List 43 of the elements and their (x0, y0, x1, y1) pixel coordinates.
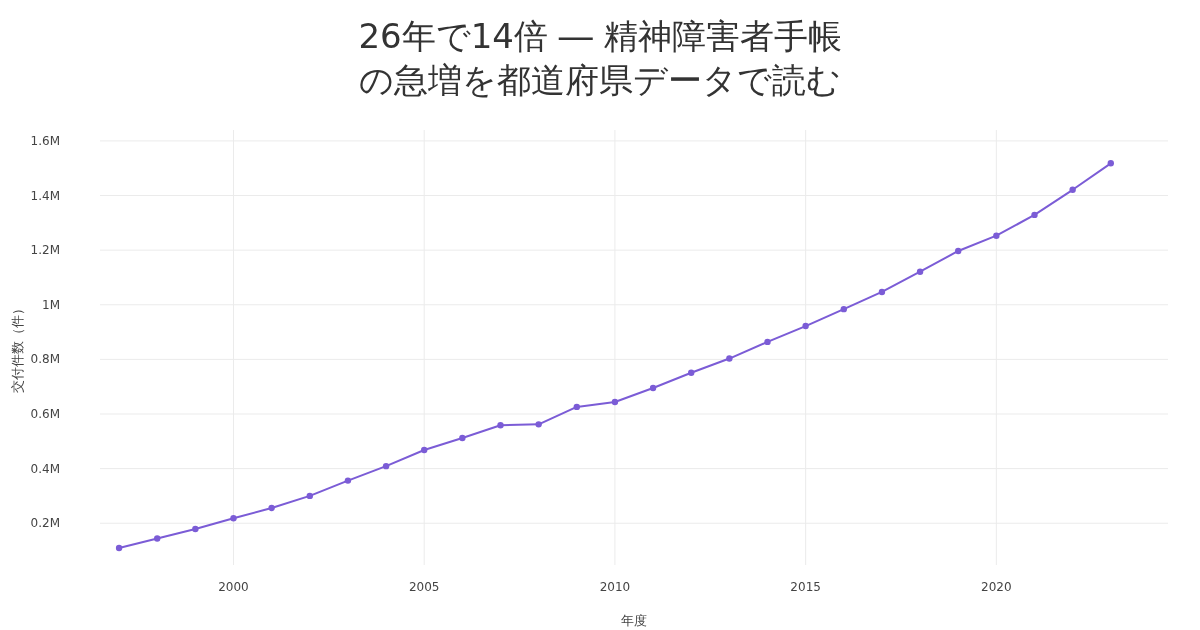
point (268, 504, 275, 512)
y-tick-label: 0.8M (30, 352, 60, 367)
x-tick-label: 2010 (599, 580, 631, 594)
point (840, 305, 847, 313)
point (611, 398, 619, 406)
x-tick-label: 2005 (408, 580, 440, 594)
point (573, 403, 580, 411)
point (726, 355, 733, 362)
y-tick-label: 1.6M (30, 133, 60, 148)
point (344, 477, 352, 484)
point (802, 322, 809, 330)
point (192, 525, 199, 533)
point (764, 338, 771, 346)
chart-title: 26年で14倍 ― 精神障害者手帳の急増を都道府県データで読む (358, 16, 842, 100)
y-tick-label: 1M (42, 297, 60, 312)
x-tick-label: 2020 (981, 580, 1012, 594)
point (535, 421, 542, 428)
point (1069, 186, 1076, 193)
x-tick-label: 2015 (790, 580, 821, 594)
x-tick-label: 2000 (218, 580, 249, 594)
y-tick-label: 1.4M (30, 188, 60, 203)
x-axis-title: 年度 (621, 613, 647, 628)
point (421, 446, 428, 454)
y-tick-label: 0.4M (30, 461, 60, 476)
y-tick-label: 0.6M (30, 406, 60, 421)
point (878, 288, 886, 296)
point (154, 535, 161, 542)
point (1107, 160, 1114, 167)
point (115, 544, 123, 552)
point (1031, 211, 1038, 219)
y-tick-label: 1.2M (30, 243, 60, 258)
point (306, 492, 313, 500)
point (916, 268, 924, 275)
point (649, 384, 657, 392)
y-axis-title: 交付件数（件） (10, 302, 25, 393)
point (497, 421, 504, 429)
point (993, 232, 1000, 239)
y-tick-label: 0.2M (30, 516, 60, 531)
point (955, 247, 962, 255)
point (382, 462, 390, 470)
point (459, 434, 466, 442)
point (230, 515, 237, 522)
point (688, 369, 695, 376)
